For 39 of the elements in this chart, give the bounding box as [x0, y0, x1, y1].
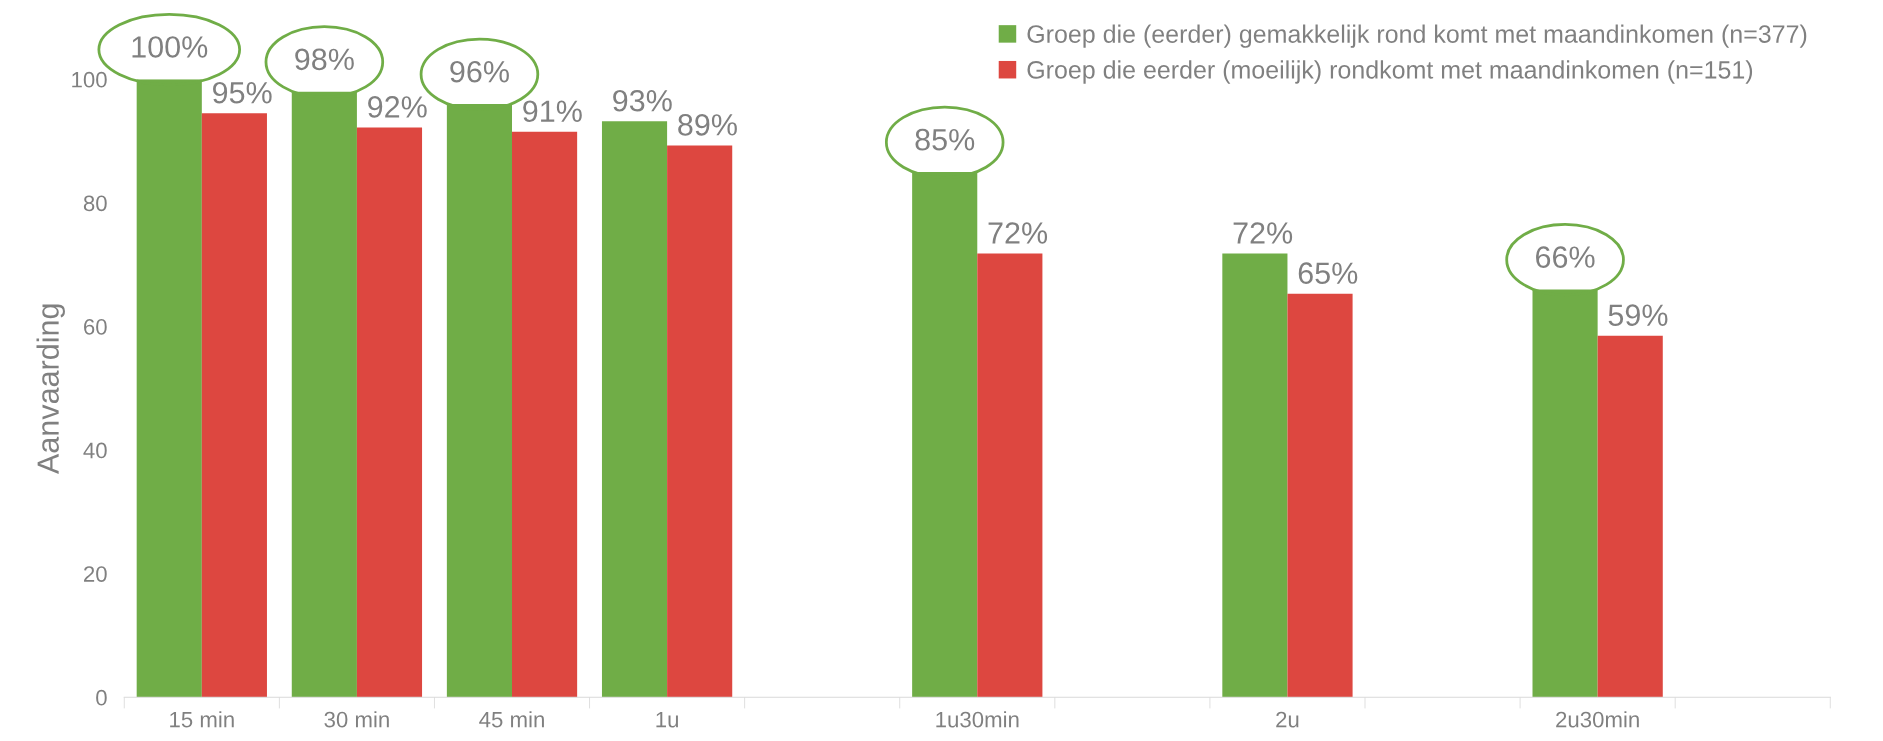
y-tick-label: 40: [83, 442, 107, 459]
x-tick-label: 30 min: [324, 711, 389, 728]
data-label: 59%: [1608, 304, 1668, 327]
annotation: 66%: [1536, 246, 1595, 268]
y-tick-label: 100: [72, 71, 107, 88]
data-label: 72%: [1233, 222, 1293, 244]
legend-label: Groep die (eerder) gemakkelijk rond komt met maandinkomen (n=377): [1027, 24, 1807, 48]
annotation: 100%: [132, 36, 208, 58]
y-tick-label: 80: [83, 195, 107, 212]
data-label: 72%: [988, 222, 1048, 244]
data-label: 93%: [613, 89, 672, 112]
bar: [512, 131, 578, 698]
x-tick-label: 2u: [1276, 711, 1299, 728]
bar: [667, 145, 733, 698]
annotation: 98%: [295, 48, 354, 71]
data-label: 92%: [368, 96, 427, 118]
x-tick-label: 2u30min: [1556, 711, 1639, 728]
y-tick-label: 0: [96, 689, 107, 706]
y-axis-title: Aanvaarding: [36, 304, 65, 474]
y-tick-label: 60: [84, 319, 107, 335]
bar: [356, 127, 423, 698]
legend-label: Groep die eerder (moeilijk) rondkomt met maandinkomen (n=151): [1027, 60, 1753, 84]
data-label: 89%: [678, 114, 737, 136]
data-label: 91%: [523, 100, 582, 123]
bar: [1287, 293, 1353, 698]
data-label: 65%: [1298, 262, 1358, 284]
annotation: 96%: [450, 60, 509, 83]
x-tick-label: 45 min: [479, 711, 544, 728]
bar: [201, 113, 267, 698]
y-tick-label: 20: [84, 566, 107, 582]
data-label: 95%: [213, 81, 272, 104]
bar: [601, 121, 668, 698]
bar: [977, 253, 1043, 698]
x-tick-label: 1u30min: [936, 711, 1019, 728]
bar: [1222, 253, 1288, 698]
x-tick-label: 1u: [656, 711, 678, 728]
bar: [1597, 335, 1663, 698]
annotation: 85%: [915, 128, 975, 151]
x-tick-label: 15 min: [170, 711, 234, 728]
